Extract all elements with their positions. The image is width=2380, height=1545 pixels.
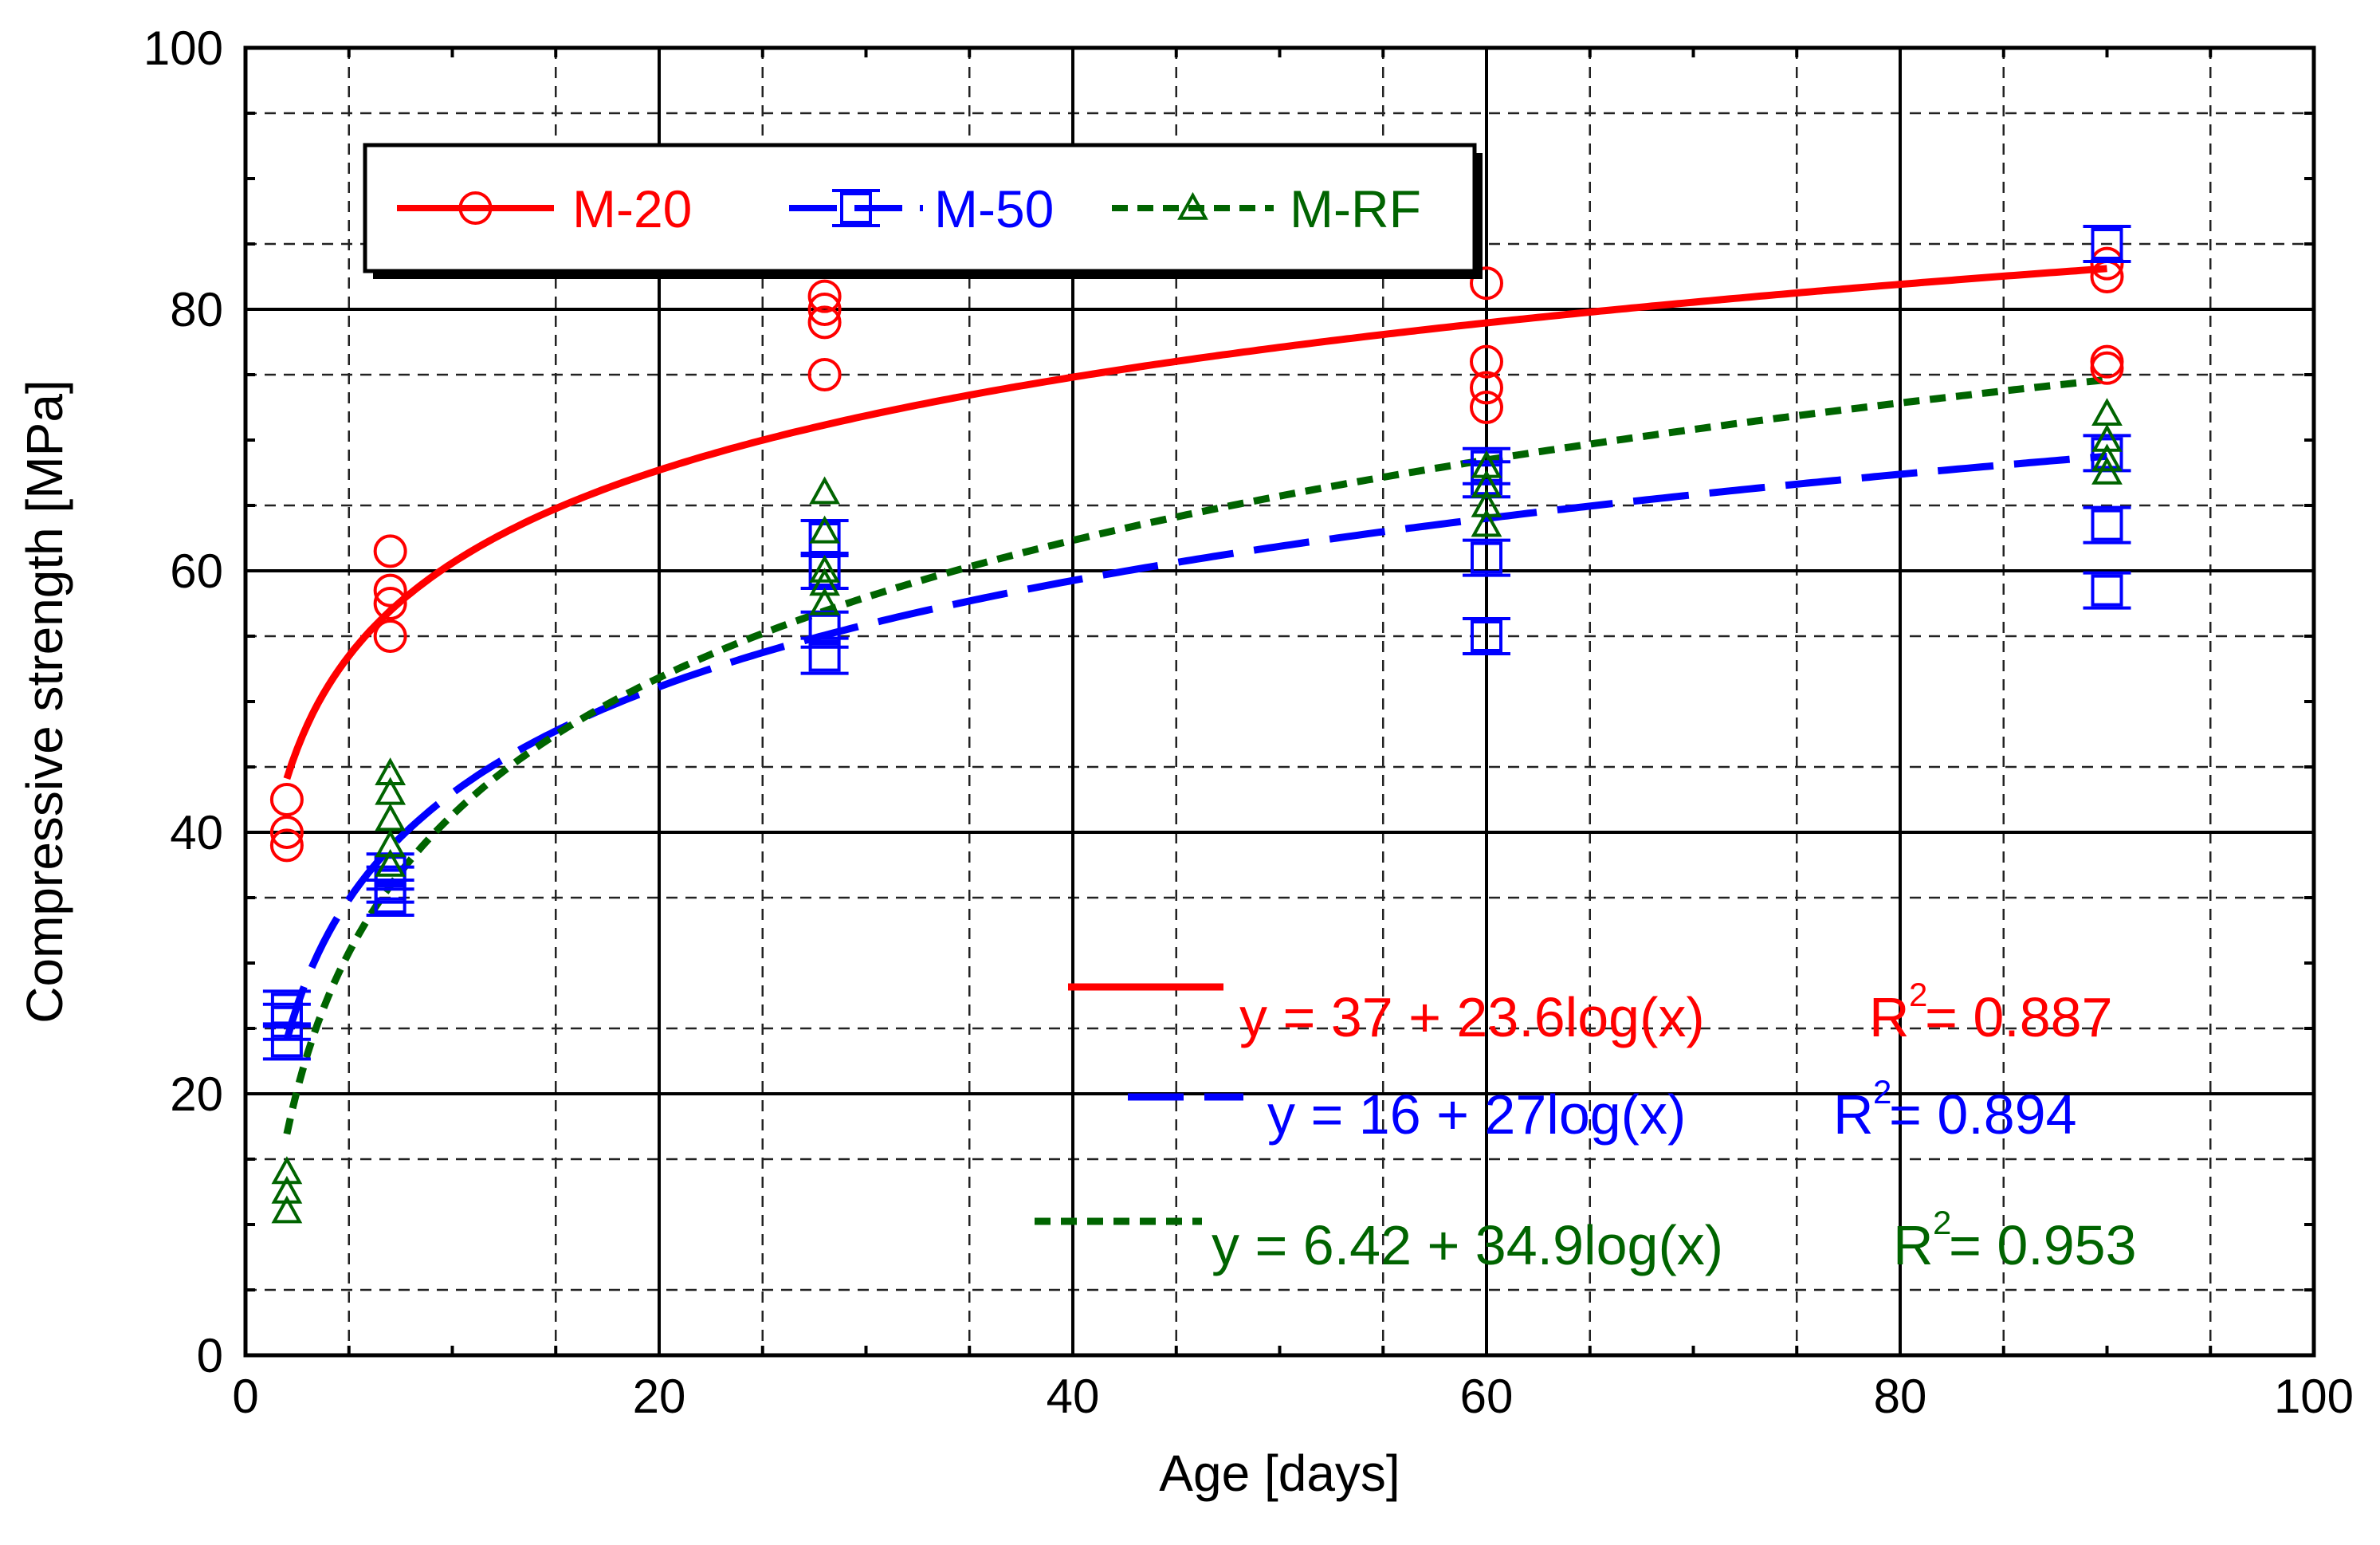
legend-marker-m-rf [1177,191,1208,220]
y-tick-label: 60 [170,544,223,598]
data-point-m-rf [1471,489,1502,517]
data-point-m-rf [2091,443,2123,472]
data-point-m-rf [375,757,406,785]
data-point-m-20 [2090,260,2124,293]
data-point-m-20 [373,587,407,620]
data-point-m-20 [269,828,304,863]
data-point-m-rf [809,587,840,615]
data-point-m-rf [809,515,840,544]
data-point-m-20 [2090,246,2124,281]
data-point-m-50 [2083,571,2131,610]
fit-line-m-rf [283,375,2107,1135]
data-point-m-20 [807,293,842,326]
r2-label-m-rf: R [1893,1214,1934,1276]
equation-text-m-50: y = 16 + 27log(x) [1267,1083,1686,1146]
data-point-m-rf [809,568,840,596]
data-point-m-20 [807,305,842,340]
data-point-m-rf [809,554,840,583]
data-point-m-rf [271,1156,303,1185]
r2-superscript-m-20: 2 [1909,976,1927,1013]
data-point-m-rf [375,829,406,858]
y-tick-label: 0 [197,1329,223,1382]
data-point-m-50-box [1471,541,1502,574]
data-point-m-rf [271,1175,303,1204]
r2-value-m-20: = 0.887 [1925,986,2113,1048]
data-point-m-20 [807,358,842,391]
data-point-m-rf [2091,423,2123,452]
data-point-m-rf [809,476,840,505]
r2-label-m-50: R [1833,1083,1874,1146]
legend-label-m-50: M-50 [934,179,1054,238]
y-axis-label: Compressive strength [MPa] [16,379,73,1023]
data-point-m-50-box [2091,228,2123,260]
data-point-m-50 [2083,505,2131,544]
legend-marker-m-50 [832,189,880,227]
data-point-m-rf [1471,450,1502,478]
data-point-m-20 [1470,391,1503,424]
legend-marker-m-20 [458,191,493,225]
data-point-m-20 [1470,266,1503,301]
fit-line-m-50 [283,452,2107,1041]
data-point-m-50 [1463,538,1510,577]
data-point-m-20 [1470,344,1503,379]
r2-value-m-50: = 0.894 [1889,1083,2077,1146]
legend-label-m-20: M-20 [572,179,692,238]
data-point-m-rf [1471,470,1502,498]
data-point-m-20 [807,279,842,313]
data-point-m-50 [800,519,849,557]
x-tick-label: 60 [1460,1370,1514,1423]
equation-text-m-rf: y = 6.42 + 34.9log(x) [1212,1214,1723,1276]
data-point-m-rf [375,803,406,831]
r2-superscript-m-rf: 2 [1933,1204,1951,1241]
data-point-m-rf [375,848,406,877]
y-tick-label: 100 [143,22,223,75]
data-point-m-20 [269,783,304,816]
r2-superscript-m-50: 2 [1873,1073,1891,1111]
fit-line-m-20 [283,265,2107,780]
data-point-m-50-box [270,993,303,1025]
y-tick-label: 40 [170,806,223,859]
data-point-m-50 [262,989,311,1028]
data-point-m-rf [375,776,406,805]
data-point-m-50 [2083,225,2131,263]
data-point-m-20 [373,573,407,607]
data-point-m-50-box [2091,509,2123,541]
x-tick-label: 0 [232,1370,258,1423]
legend-marker-m-50-box [840,192,872,224]
y-tick-label: 80 [170,283,223,336]
data-point-m-20 [2090,344,2124,379]
data-point-m-rf [2091,398,2123,426]
r2-value-m-rf: = 0.953 [1949,1214,2137,1276]
data-point-m-50-box [2091,437,2123,470]
data-point-m-rf [1471,509,1502,537]
data-point-m-50 [1463,617,1510,655]
data-point-m-50-box [2091,574,2123,607]
data-point-m-20 [269,816,304,849]
y-tick-label: 20 [170,1067,223,1121]
data-point-m-20 [2090,351,2124,385]
x-tick-label: 40 [1047,1370,1100,1423]
x-tick-label: 100 [2274,1370,2354,1423]
x-tick-label: 80 [1874,1370,1927,1423]
data-point-m-50-box [1471,620,1502,652]
r2-label-m-20: R [1869,986,1910,1048]
data-point-m-50-box [808,639,841,672]
data-point-m-50-box [808,522,841,554]
equation-text-m-20: y = 37 + 23.6log(x) [1239,986,1705,1048]
data-point-m-20 [373,534,407,568]
legend-label-m-rf: M-RF [1290,179,1421,238]
data-point-m-50 [2083,434,2131,473]
data-point-m-20 [373,619,407,653]
data-point-m-20 [1470,371,1503,405]
data-point-m-rf [271,1195,303,1224]
x-axis-label: Age [days] [1159,1445,1400,1502]
x-tick-label: 20 [633,1370,686,1423]
